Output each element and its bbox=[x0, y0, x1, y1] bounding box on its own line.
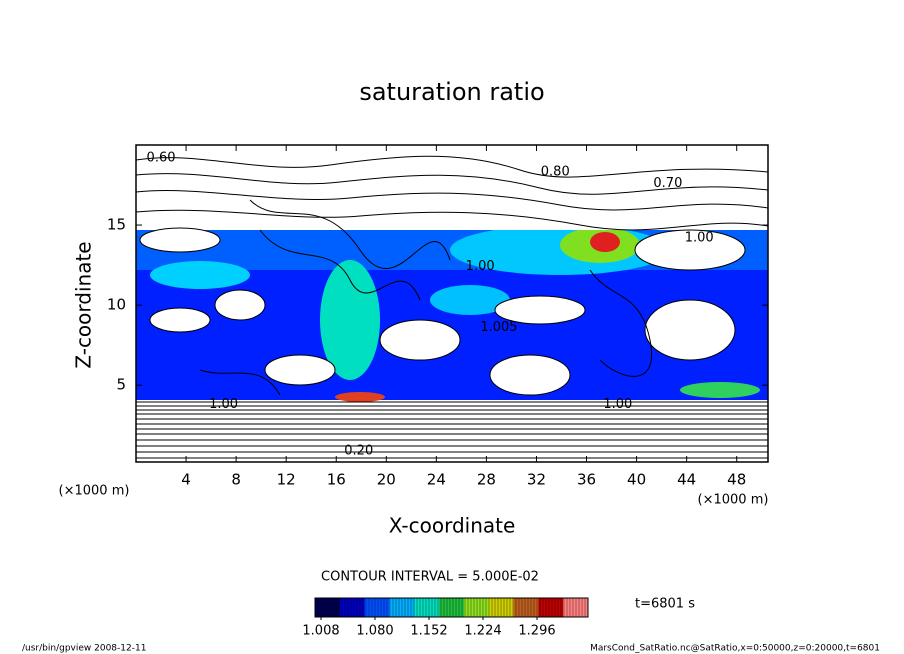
x-tick-label: 44 bbox=[677, 471, 696, 489]
x-tick-label: 40 bbox=[627, 471, 646, 489]
field-hole bbox=[264, 354, 336, 386]
field-blob bbox=[680, 382, 760, 398]
chart-title: saturation ratio bbox=[359, 78, 544, 106]
y-tick-label: 5 bbox=[116, 376, 126, 394]
field-hole bbox=[634, 229, 746, 271]
field-upper bbox=[136, 145, 768, 230]
contour-label: 0.80 bbox=[541, 165, 570, 180]
field-hole bbox=[139, 227, 221, 253]
colorbar-segment bbox=[563, 598, 589, 617]
field-hole bbox=[494, 295, 586, 325]
x-unit: (×1000 m) bbox=[698, 493, 769, 508]
contour-lines bbox=[136, 155, 768, 396]
x-tick-label: 8 bbox=[231, 471, 241, 489]
field-hole bbox=[644, 299, 736, 361]
contour-label: 1.00 bbox=[209, 397, 238, 412]
field-blob bbox=[150, 261, 250, 289]
x-axis-label: X-coordinate bbox=[389, 514, 516, 538]
x-tick-label: 4 bbox=[181, 471, 191, 489]
contour-interval: CONTOUR INTERVAL = 5.000E-02 bbox=[321, 570, 539, 585]
x-tick-label: 28 bbox=[477, 471, 496, 489]
lower-lines bbox=[136, 401, 768, 459]
colorbar-segment bbox=[463, 598, 490, 617]
field-blob bbox=[430, 285, 510, 315]
colorbar-tick-label: 1.224 bbox=[464, 624, 501, 639]
colorbar-segment bbox=[439, 598, 465, 617]
y-tick-label: 10 bbox=[107, 296, 126, 314]
y-axis-label: Z-coordinate bbox=[72, 241, 96, 368]
colorbar-tick-label: 1.008 bbox=[302, 624, 339, 639]
plot-frame bbox=[135, 144, 769, 463]
x-tick-label: 12 bbox=[277, 471, 296, 489]
colorbar-segment bbox=[414, 598, 440, 617]
contour-label: 0.70 bbox=[653, 176, 682, 191]
footer-left: /usr/bin/gpview 2008-12-11 bbox=[22, 644, 146, 654]
x-tick-label: 48 bbox=[727, 471, 746, 489]
x-tick-label: 20 bbox=[377, 471, 396, 489]
field bbox=[136, 145, 768, 459]
contour-label: 1.005 bbox=[480, 320, 517, 335]
colorbar-segment bbox=[488, 598, 515, 617]
contour-label: 1.00 bbox=[466, 259, 495, 274]
colorbar-tick-label: 1.152 bbox=[410, 624, 447, 639]
colorbar-segment bbox=[538, 598, 564, 617]
x-tick-label: 36 bbox=[577, 471, 596, 489]
x-tick-label: 16 bbox=[327, 471, 346, 489]
colorbar-tick-label: 1.080 bbox=[356, 624, 393, 639]
footer-right: MarsCond_SatRatio.nc@SatRatio,x=0:50000,… bbox=[590, 644, 880, 654]
contour-label: 0.20 bbox=[344, 443, 373, 458]
contour-label: 1.00 bbox=[685, 230, 714, 245]
field-blob bbox=[590, 232, 620, 252]
x-tick-label: 32 bbox=[527, 471, 546, 489]
y-unit: (×1000 m) bbox=[59, 484, 130, 499]
colorbar-segment bbox=[513, 598, 539, 617]
y-tick-label: 15 bbox=[107, 216, 126, 234]
colorbar-frame bbox=[314, 597, 589, 618]
field-hole bbox=[489, 354, 571, 396]
colorbar-segment bbox=[339, 598, 366, 617]
field-hole bbox=[149, 307, 211, 333]
field-hole bbox=[379, 319, 461, 361]
contour-label: 0.60 bbox=[147, 150, 176, 165]
x-tick-label: 24 bbox=[427, 471, 446, 489]
colorbar-tick-label: 1.296 bbox=[518, 624, 555, 639]
colorbar-segment bbox=[364, 598, 390, 617]
field-hole bbox=[214, 289, 266, 321]
field-blob bbox=[320, 260, 380, 380]
colorbar-segment bbox=[389, 598, 415, 617]
contour-label: 1.00 bbox=[603, 397, 632, 412]
field-blob bbox=[335, 392, 385, 402]
time-label: t=6801 s bbox=[635, 597, 695, 612]
colorbar-segment bbox=[315, 598, 341, 617]
